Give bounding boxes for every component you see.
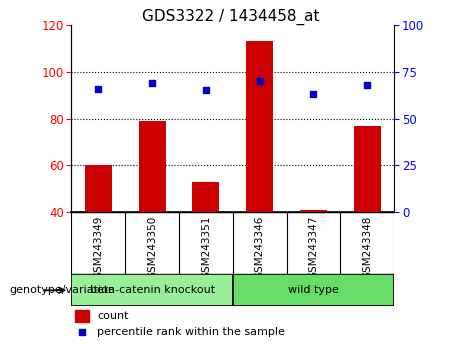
Bar (354, 126, 381, 212)
Text: GDS3322 / 1434458_at: GDS3322 / 1434458_at (142, 9, 319, 25)
Text: count: count (97, 311, 129, 321)
Point (202, 87, 210, 93)
Bar (75, 310, 89, 322)
Text: genotype/variation: genotype/variation (9, 285, 115, 295)
Point (256, 78, 263, 84)
Text: GSM243350: GSM243350 (147, 216, 157, 279)
Text: GSM243346: GSM243346 (254, 216, 265, 279)
Bar (85, 165, 112, 212)
Bar (139, 121, 165, 212)
Text: percentile rank within the sample: percentile rank within the sample (97, 327, 285, 337)
Point (364, 82, 371, 88)
Point (95, 86, 102, 91)
Text: GSM243347: GSM243347 (308, 216, 319, 279)
Bar (300, 210, 327, 212)
Text: GSM243348: GSM243348 (362, 216, 372, 279)
Bar (233, 274, 394, 306)
Point (78, 329, 86, 335)
Text: GSM243351: GSM243351 (201, 216, 211, 279)
Bar (71, 274, 233, 306)
Text: wild type: wild type (288, 285, 339, 295)
Text: GSM243349: GSM243349 (93, 216, 103, 279)
Point (148, 80, 156, 86)
Point (310, 91, 317, 97)
Bar (193, 182, 219, 212)
Text: beta-catenin knockout: beta-catenin knockout (89, 285, 215, 295)
Bar (246, 41, 273, 212)
